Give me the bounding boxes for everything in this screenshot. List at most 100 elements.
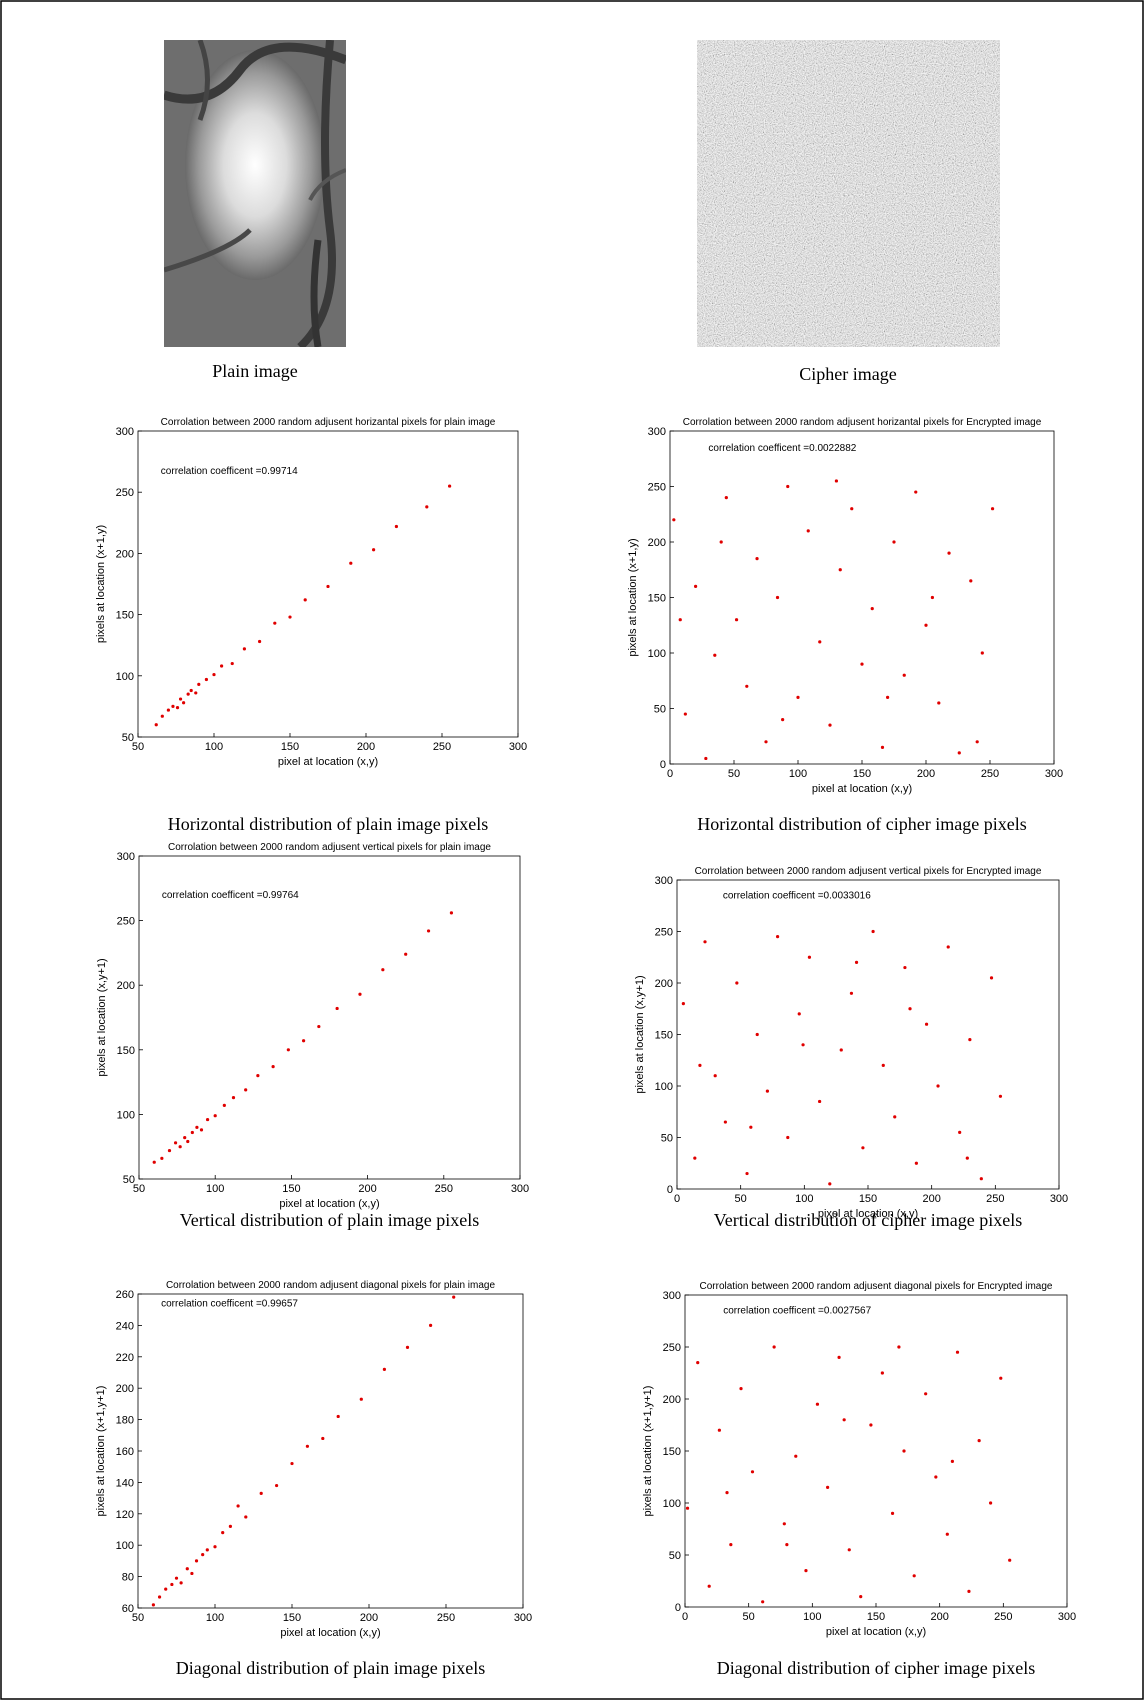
y-tick-label: 200 xyxy=(116,548,134,560)
point xyxy=(980,651,984,655)
point xyxy=(185,1567,189,1571)
x-tick-label: 50 xyxy=(132,741,144,753)
point xyxy=(936,1084,940,1088)
point xyxy=(969,579,973,583)
point xyxy=(194,691,198,695)
y-tick-label: 100 xyxy=(655,1081,673,1093)
x-tick-label: 250 xyxy=(986,1193,1004,1205)
image-caption: Plain image xyxy=(212,361,297,381)
y-tick-label: 200 xyxy=(648,537,666,549)
point xyxy=(958,1130,962,1134)
x-tick-label: 200 xyxy=(930,1611,948,1623)
point xyxy=(713,1074,717,1078)
point xyxy=(199,1128,204,1132)
y-tick-label: 300 xyxy=(117,851,135,863)
point xyxy=(197,682,201,686)
point xyxy=(448,484,452,488)
point xyxy=(429,1323,433,1327)
point xyxy=(195,1125,199,1129)
point xyxy=(698,1063,702,1067)
y-tick-label: 300 xyxy=(648,426,666,438)
x-tick-label: 100 xyxy=(789,768,807,780)
y-tick-label: 0 xyxy=(675,1602,681,1614)
point xyxy=(683,712,687,716)
x-axis-label: pixel at location (x,y) xyxy=(826,1626,926,1638)
point xyxy=(713,653,717,657)
x-tick-label: 150 xyxy=(867,1611,885,1623)
point xyxy=(335,1006,339,1011)
point xyxy=(160,1156,164,1160)
point xyxy=(903,965,907,970)
chart-caption: Horizontal distribution of cipher image … xyxy=(697,814,1026,834)
point xyxy=(359,1397,363,1401)
point xyxy=(797,1012,801,1016)
point xyxy=(349,561,353,565)
point xyxy=(182,701,186,705)
y-axis-label: pixels at location (x,y+1) xyxy=(96,958,108,1076)
point xyxy=(164,1587,168,1591)
x-tick-label: 200 xyxy=(360,1612,378,1624)
x-tick-label: 50 xyxy=(133,1183,145,1195)
point xyxy=(317,1024,321,1029)
cipher-image xyxy=(697,40,1000,347)
point xyxy=(275,1483,279,1488)
point xyxy=(870,607,874,611)
point xyxy=(818,640,822,644)
point xyxy=(998,1094,1003,1098)
point xyxy=(696,1361,700,1365)
point xyxy=(999,1376,1003,1380)
y-tick-label: 200 xyxy=(117,980,135,992)
point xyxy=(381,968,385,972)
x-axis-label: pixel at location (x,y) xyxy=(280,1627,380,1639)
point xyxy=(818,1099,822,1104)
point xyxy=(707,1584,711,1588)
x-axis-label: pixel at location (x,y) xyxy=(812,783,912,795)
point xyxy=(838,568,842,572)
point xyxy=(171,704,175,709)
point xyxy=(772,1345,776,1349)
point xyxy=(178,697,183,701)
point xyxy=(336,1414,340,1419)
point xyxy=(881,1063,885,1067)
y-tick-label: 250 xyxy=(655,927,673,939)
point xyxy=(990,507,995,511)
y-tick-label: 300 xyxy=(116,426,134,438)
y-tick-label: 50 xyxy=(122,732,134,744)
point xyxy=(755,1032,759,1037)
point xyxy=(786,484,790,489)
point xyxy=(849,991,854,995)
point xyxy=(152,1160,156,1164)
point xyxy=(739,1387,743,1391)
x-tick-label: 300 xyxy=(1058,1611,1076,1623)
point xyxy=(678,618,682,622)
point xyxy=(273,621,277,625)
point xyxy=(761,1600,765,1604)
point xyxy=(205,1117,210,1122)
point xyxy=(358,992,362,996)
point xyxy=(854,960,859,965)
chart-title: Corrolation between 2000 random adjusent… xyxy=(700,1281,1053,1292)
point xyxy=(326,584,330,589)
point xyxy=(222,1103,226,1107)
point xyxy=(871,929,875,934)
plot-box xyxy=(684,1294,1068,1608)
point xyxy=(950,1459,955,1463)
y-tick-label: 50 xyxy=(123,1174,135,1186)
point xyxy=(231,1096,236,1100)
point xyxy=(815,1402,820,1406)
chart-caption: Vertical distribution of cipher image pi… xyxy=(714,1210,1022,1230)
point xyxy=(794,1454,798,1458)
y-tick-label: 100 xyxy=(117,1109,135,1121)
chart-caption: Diagonal distribution of plain image pix… xyxy=(176,1658,485,1678)
point xyxy=(989,976,994,980)
point xyxy=(694,584,698,589)
point xyxy=(945,1532,949,1536)
plot-box xyxy=(669,430,1055,765)
x-tick-label: 200 xyxy=(917,768,935,780)
x-tick-label: 50 xyxy=(132,1612,144,1624)
point xyxy=(745,684,749,688)
annotation: correlation coefficent =0.0033016 xyxy=(723,891,871,902)
y-tick-label: 50 xyxy=(661,1133,673,1145)
point xyxy=(228,1524,232,1528)
